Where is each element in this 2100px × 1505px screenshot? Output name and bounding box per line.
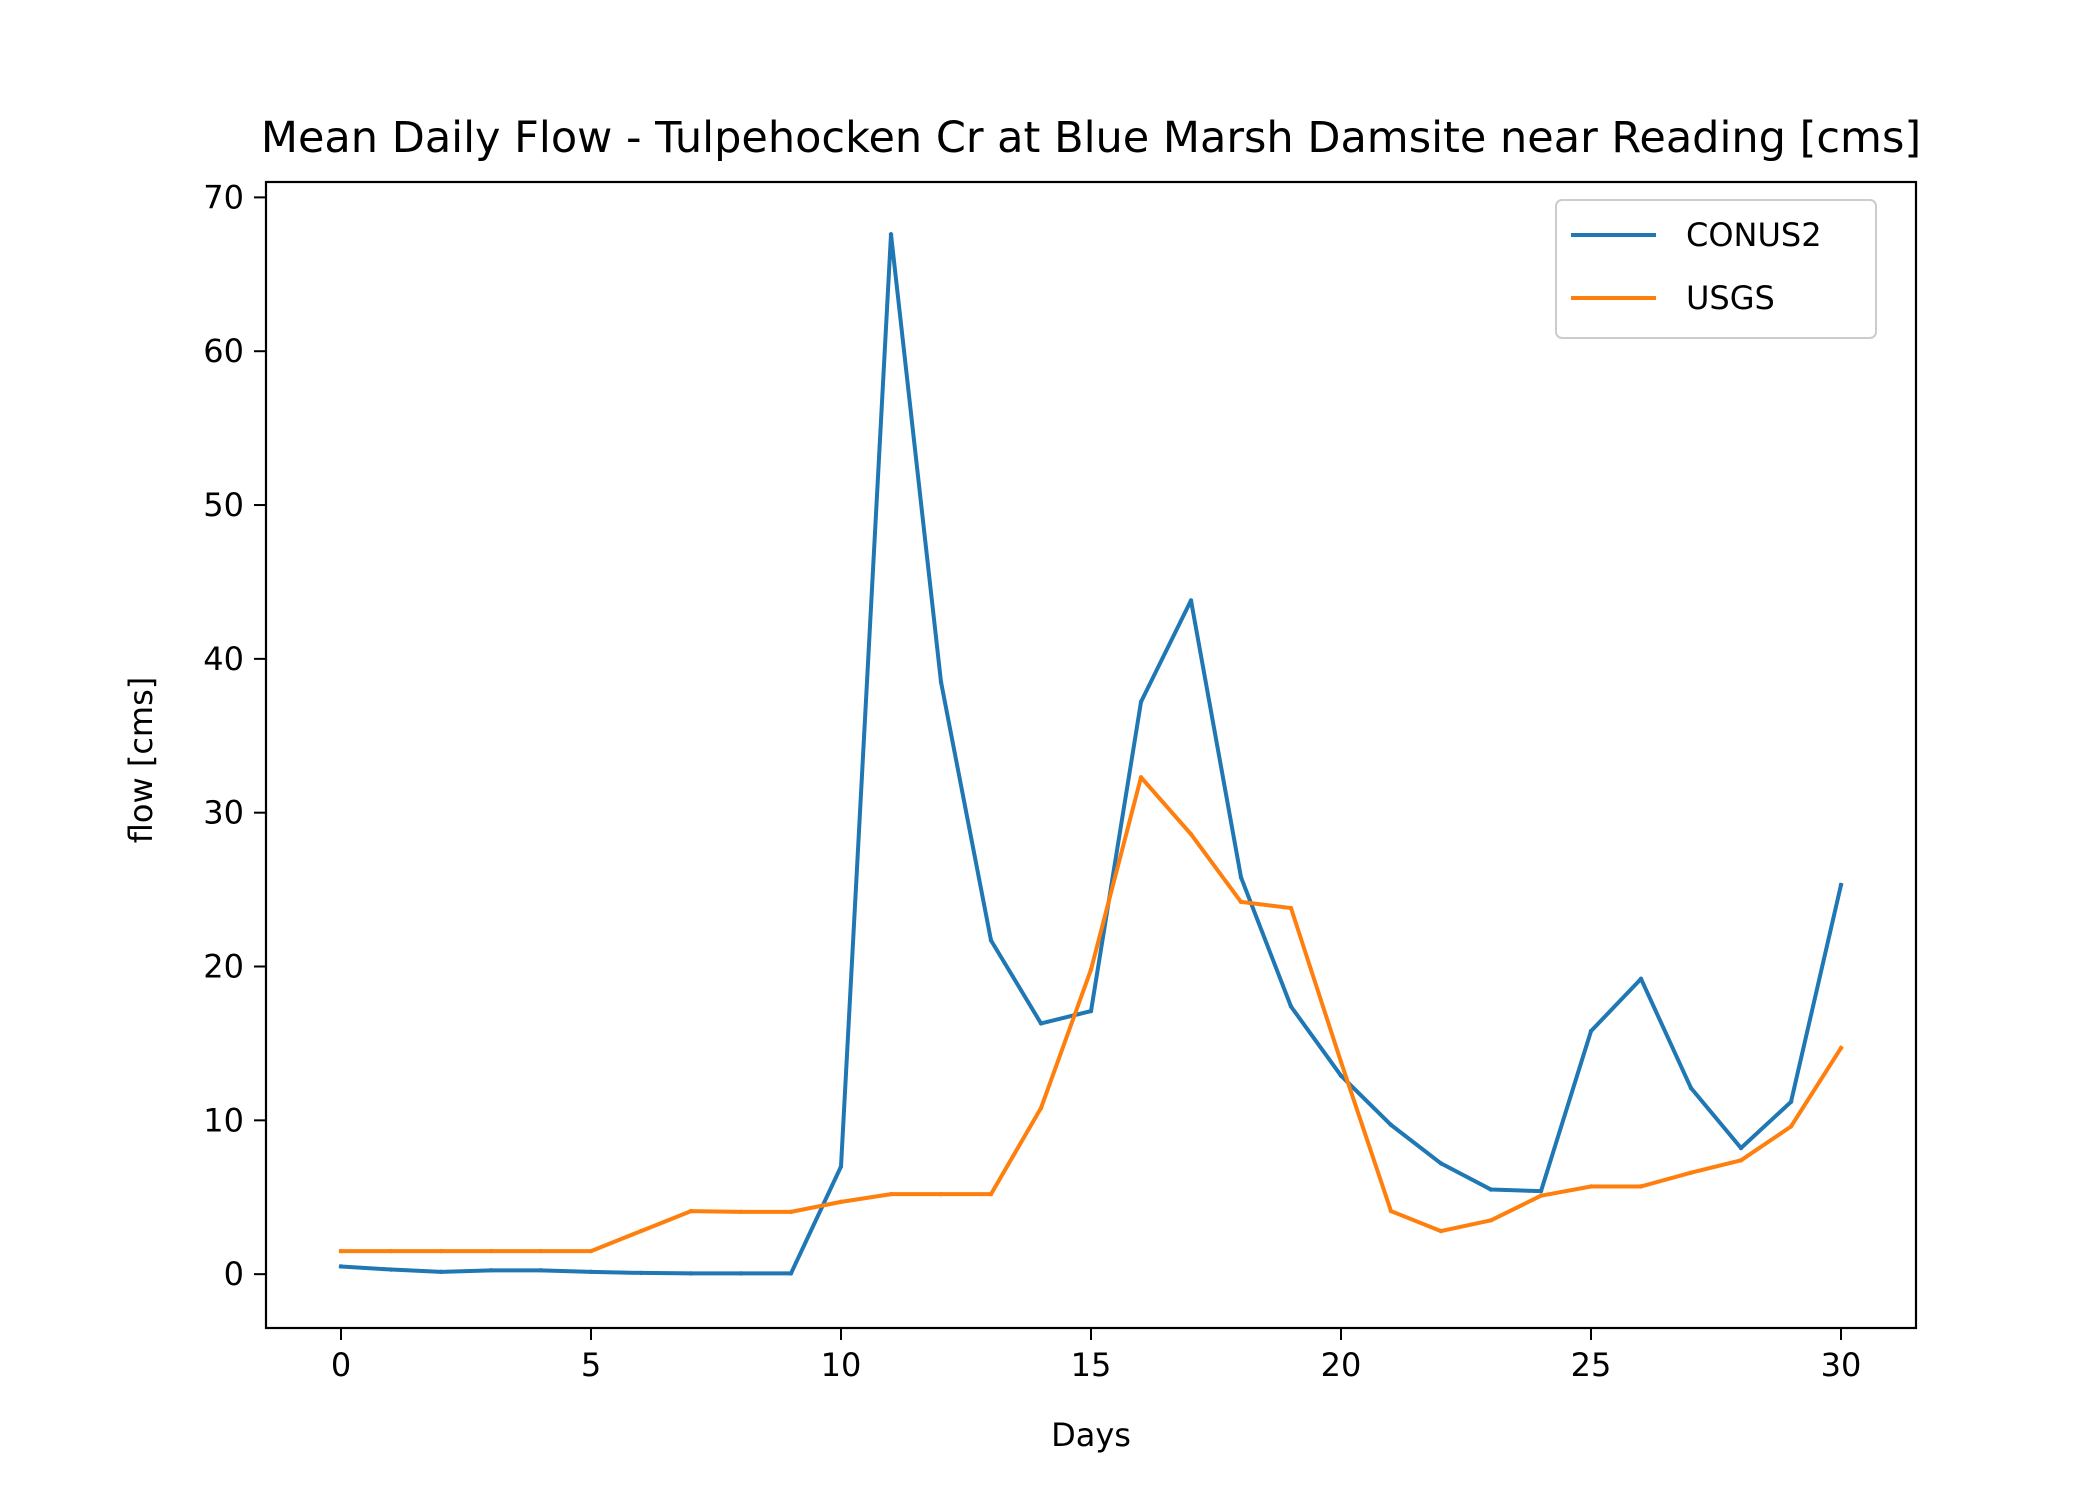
data-point-usgs <box>1138 775 1144 780</box>
data-point-usgs <box>1688 1170 1694 1175</box>
x-axis-title: Days <box>1051 1416 1131 1454</box>
data-point-usgs <box>938 1191 944 1197</box>
data-point-conus2 <box>938 679 944 685</box>
y-tick-label: 40 <box>203 640 244 678</box>
x-tick-label: 0 <box>331 1346 351 1384</box>
plot-frame <box>264 180 1918 1330</box>
data-point-conus2 <box>1588 1028 1594 1034</box>
data-point-conus2 <box>1538 1188 1544 1194</box>
data-point-conus2 <box>488 1268 494 1273</box>
series-line-usgs <box>339 775 1844 1254</box>
x-tick-label: 15 <box>1071 1346 1112 1384</box>
data-point-conus2 <box>838 1164 844 1169</box>
legend-label-usgs: USGS <box>1686 279 1775 317</box>
data-point-conus2 <box>1038 1021 1044 1026</box>
chart-title: Mean Daily Flow - Tulpehocken Cr at Blue… <box>261 113 1921 163</box>
x-tick-label: 30 <box>1821 1346 1862 1384</box>
y-tick-label: 60 <box>203 332 244 370</box>
data-point-usgs <box>438 1248 444 1254</box>
data-point-usgs <box>738 1209 744 1215</box>
data-point-conus2 <box>788 1271 794 1276</box>
data-point-usgs <box>888 1191 894 1197</box>
data-point-conus2 <box>1338 1073 1344 1078</box>
y-tick-label: 50 <box>203 486 244 524</box>
data-point-conus2 <box>1688 1085 1694 1091</box>
data-point-usgs <box>1788 1124 1794 1129</box>
data-point-usgs <box>1188 832 1194 837</box>
data-point-usgs <box>388 1248 394 1254</box>
y-tick-label: 10 <box>203 1101 244 1139</box>
series-line-conus2 <box>338 232 1844 1276</box>
data-point-conus2 <box>1288 1004 1294 1009</box>
x-tick-label: 25 <box>1571 1346 1612 1384</box>
data-point-usgs <box>1088 967 1094 972</box>
data-point-usgs <box>1388 1208 1394 1214</box>
x-tick-label: 10 <box>821 1346 862 1384</box>
y-tick-label: 0 <box>224 1255 244 1293</box>
y-tick-label: 30 <box>203 794 244 832</box>
data-point-conus2 <box>1738 1145 1744 1151</box>
data-point-usgs <box>338 1248 344 1254</box>
data-point-conus2 <box>738 1271 744 1276</box>
data-point-conus2 <box>388 1267 394 1272</box>
data-point-conus2 <box>1438 1161 1444 1166</box>
data-point-usgs <box>1438 1228 1444 1234</box>
y-tick-label: 70 <box>203 178 244 216</box>
data-point-conus2 <box>1488 1187 1494 1192</box>
x-tick-label: 20 <box>1321 1346 1362 1384</box>
data-point-usgs <box>688 1208 694 1214</box>
data-point-usgs <box>1588 1184 1594 1189</box>
legend: CONUS2 USGS <box>1555 199 1877 339</box>
data-point-conus2 <box>888 232 894 237</box>
data-point-conus2 <box>1088 1008 1094 1014</box>
data-point-usgs <box>1488 1218 1494 1223</box>
data-point-usgs <box>1038 1105 1044 1111</box>
data-point-usgs <box>638 1228 644 1234</box>
data-point-usgs <box>488 1248 494 1254</box>
data-point-usgs <box>1738 1158 1744 1163</box>
data-point-usgs <box>588 1248 594 1254</box>
data-point-conus2 <box>1188 598 1194 603</box>
plot-area: 0 5 10 15 20 25 30 0 10 20 30 40 50 60 70 <box>203 178 1918 1384</box>
data-point-conus2 <box>1638 976 1644 982</box>
data-point-conus2 <box>538 1268 544 1273</box>
data-point-conus2 <box>1138 699 1144 705</box>
data-point-conus2 <box>1238 875 1244 880</box>
data-point-usgs <box>1238 899 1244 905</box>
data-point-usgs <box>1538 1193 1544 1198</box>
data-point-usgs <box>538 1248 544 1254</box>
data-point-usgs <box>788 1209 794 1215</box>
y-axis-title: flow [cms] <box>122 677 160 843</box>
data-point-conus2 <box>638 1270 644 1276</box>
data-point-conus2 <box>1388 1122 1394 1128</box>
data-point-conus2 <box>988 938 994 943</box>
data-point-usgs <box>1838 1045 1844 1051</box>
data-point-usgs <box>988 1191 994 1197</box>
legend-label-conus2: CONUS2 <box>1686 216 1822 254</box>
data-point-conus2 <box>1788 1099 1794 1105</box>
data-point-conus2 <box>588 1269 594 1275</box>
y-tick-label: 20 <box>203 948 244 986</box>
data-point-usgs <box>838 1199 844 1205</box>
data-point-conus2 <box>1838 882 1844 888</box>
data-point-usgs <box>1338 1059 1344 1065</box>
data-point-usgs <box>1638 1184 1644 1189</box>
data-point-conus2 <box>688 1271 694 1276</box>
x-tick-label: 5 <box>581 1346 601 1384</box>
data-point-conus2 <box>338 1264 344 1269</box>
data-point-usgs <box>1288 905 1294 911</box>
data-point-conus2 <box>438 1269 444 1275</box>
